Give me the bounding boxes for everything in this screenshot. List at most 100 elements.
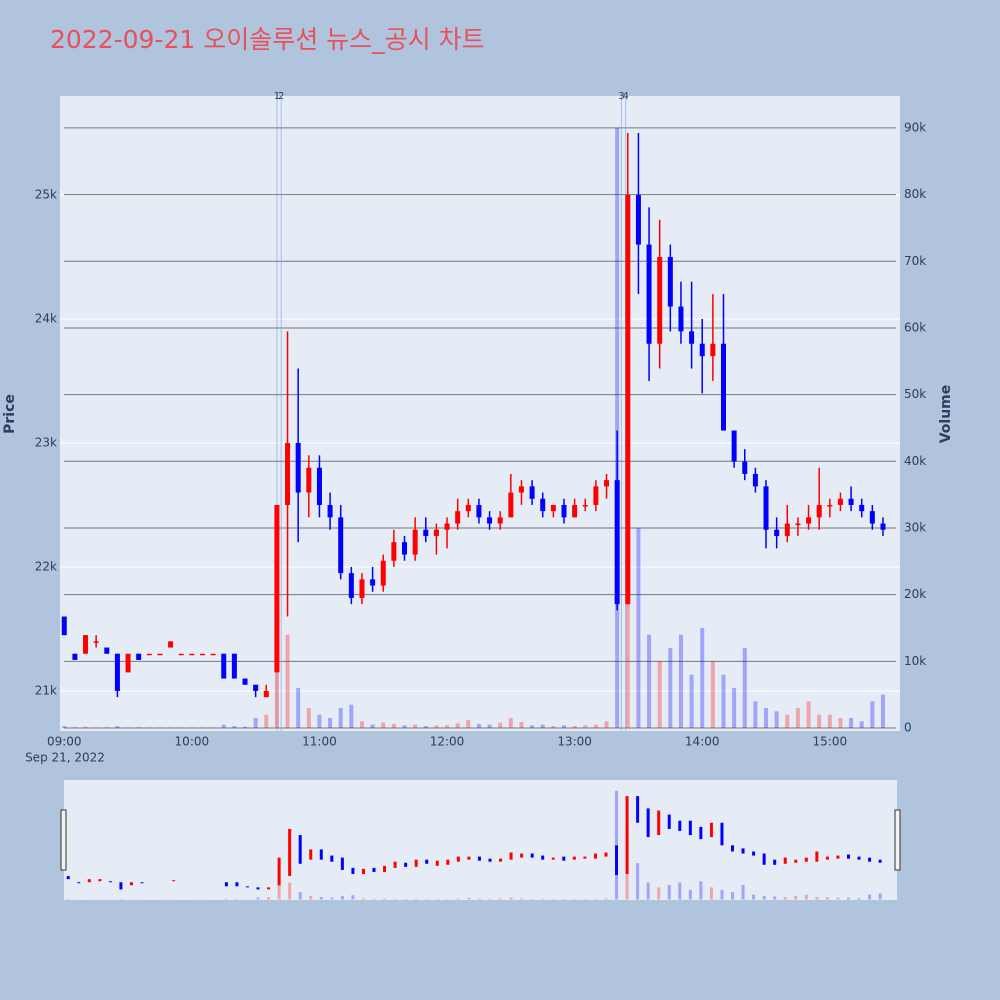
annotation-label: 1 <box>274 91 280 102</box>
slider-volume-bar <box>541 898 545 900</box>
range-handle[interactable] <box>60 809 67 871</box>
candle-body <box>455 511 461 524</box>
candle-body <box>593 486 599 505</box>
volume-bar <box>795 707 800 728</box>
candle-body <box>231 653 237 679</box>
candle-body <box>189 653 195 656</box>
volume-bar <box>604 721 609 728</box>
volume-bar <box>572 725 577 728</box>
slider-volume-bar <box>383 898 387 900</box>
candle-body <box>667 256 673 307</box>
volume-bar <box>540 724 545 728</box>
volume-bar <box>562 725 566 728</box>
volume-bar <box>200 727 205 728</box>
candle-body <box>848 498 854 505</box>
volume-bar <box>742 647 747 728</box>
slider-volume-bar <box>488 898 492 900</box>
slider-volume-bar <box>361 898 365 900</box>
slider-volume-bar <box>499 898 503 900</box>
slider-volume-bar <box>277 880 281 900</box>
candle-body <box>816 504 822 518</box>
volume-bar <box>338 707 343 728</box>
candle-body <box>869 511 875 524</box>
volume-bar <box>306 707 311 728</box>
slider-volume-bar <box>467 898 471 900</box>
volume-bar <box>498 722 503 728</box>
candle-body <box>582 504 588 507</box>
slider-volume-bar <box>709 887 713 900</box>
volume-bar <box>764 707 769 728</box>
volume-bar <box>359 721 364 728</box>
x-tick-label: 09:00 <box>47 735 82 749</box>
volume-bar <box>817 714 822 728</box>
candle-body <box>859 504 865 512</box>
candle-body <box>136 653 142 660</box>
slider-volume-bar <box>298 892 302 900</box>
y-tick-label: 25k <box>35 187 57 201</box>
candle-body <box>497 517 503 524</box>
volume-bar <box>136 727 141 728</box>
slider-volume-bar <box>520 898 524 900</box>
candle-body <box>763 486 769 530</box>
annotation-label: 4 <box>622 91 628 102</box>
volume-bar <box>370 724 375 728</box>
y-tick-label: 23k <box>35 435 57 449</box>
candle-body <box>146 653 152 656</box>
volume-bar <box>349 704 354 728</box>
candle-body <box>731 430 737 462</box>
slider-volume-bar <box>731 892 735 900</box>
volume-bar <box>859 721 864 728</box>
volume-bar <box>753 701 758 728</box>
volume-bar <box>317 714 322 728</box>
candle-body <box>93 641 99 643</box>
x-tick-label: 12:00 <box>430 735 465 749</box>
candle-body <box>348 573 354 598</box>
volume-bar <box>83 726 88 728</box>
candle-body <box>699 343 705 357</box>
candle-body <box>423 529 429 536</box>
slider-volume-bar <box>762 895 766 900</box>
candle-body <box>774 529 780 536</box>
candle-body <box>210 653 216 656</box>
candle-body <box>157 653 163 656</box>
slider-volume-bar <box>351 895 355 900</box>
candle-body <box>572 504 578 518</box>
candle-body <box>295 442 301 493</box>
slider-volume-bar <box>804 894 808 900</box>
volume-bar <box>243 726 248 728</box>
volume-bar <box>232 725 237 728</box>
volume-bar <box>732 687 737 728</box>
y-tick-label: 21k <box>35 683 57 697</box>
slider-volume-bar <box>288 882 292 900</box>
candle-body <box>83 635 89 654</box>
volume-bar <box>179 727 184 728</box>
slider-volume-bar <box>309 895 313 900</box>
candle-body <box>114 653 120 691</box>
volume-bar <box>774 711 779 728</box>
volume-bar <box>849 717 854 728</box>
slider-volume-bar <box>267 897 271 900</box>
slider-volume-bar <box>593 898 597 900</box>
volume-bar <box>636 527 641 728</box>
candle-body <box>199 653 205 656</box>
slider-volume-bar <box>604 898 608 900</box>
candle-body <box>253 684 259 691</box>
candle-body <box>837 498 843 505</box>
volume-bar <box>508 717 513 728</box>
slider-volume-bar <box>741 884 745 900</box>
candle-body <box>689 331 695 344</box>
volume-bar <box>413 724 418 728</box>
volume-bar <box>583 725 588 728</box>
y2-tick-label: 80k <box>904 187 926 201</box>
volume-bar <box>689 674 694 728</box>
volume-bar <box>700 627 705 728</box>
y2-tick-label: 50k <box>904 387 926 401</box>
range-handle[interactable] <box>894 809 901 871</box>
candle-body <box>391 542 397 561</box>
x-tick-label: 13:00 <box>557 735 592 749</box>
volume-bar <box>487 724 492 728</box>
volume-bar <box>211 727 216 728</box>
volume-bar <box>710 661 715 728</box>
candle-body <box>465 504 471 512</box>
slider-volume-bar <box>372 898 376 900</box>
